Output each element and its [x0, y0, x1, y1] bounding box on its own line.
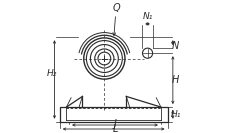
Text: L: L: [112, 124, 117, 133]
Text: H₂: H₂: [46, 69, 57, 78]
Text: N₁: N₁: [142, 12, 152, 21]
Text: J: J: [113, 119, 116, 129]
Text: N: N: [171, 41, 178, 51]
Text: Q: Q: [112, 3, 120, 13]
Text: H: H: [171, 75, 178, 85]
Text: H₁: H₁: [170, 110, 180, 119]
